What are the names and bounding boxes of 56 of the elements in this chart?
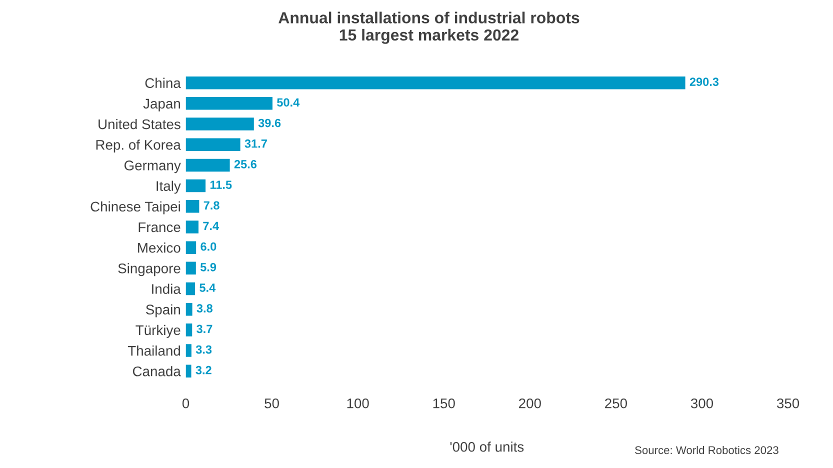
bar	[186, 179, 206, 192]
x-axis-title: '000 of units	[450, 442, 524, 452]
y-tick-label: Chinese Taipei	[90, 201, 180, 214]
y-tick-label: Germany	[124, 160, 181, 174]
bar	[186, 282, 196, 296]
y-tick-label: Japan	[143, 98, 180, 112]
x-tick-label: 0	[182, 398, 190, 408]
x-tick-label: 200	[519, 398, 541, 408]
y-tick-label: United States	[98, 118, 180, 130]
y-tick-label: Canada	[132, 366, 181, 376]
x-tick-label: 350	[776, 398, 800, 408]
data-label: 39.6	[258, 118, 281, 128]
data-label: 11.5	[210, 180, 232, 189]
bar	[186, 118, 254, 130]
y-tick-label: France	[138, 222, 180, 232]
data-label: 5.4	[200, 284, 216, 292]
x-tick-label: 250	[605, 398, 627, 408]
y-tick-label: Singapore	[118, 263, 180, 276]
data-label: 50.4	[277, 98, 300, 107]
data-label: 3.3	[196, 345, 212, 354]
bar	[186, 220, 198, 234]
chart-title: Annual installations of industrial robots 15 largest markets 2022	[278, 12, 580, 44]
data-label: 25.6	[234, 160, 257, 168]
y-tick-label: Thailand	[128, 346, 180, 356]
bar	[186, 324, 192, 336]
bar	[186, 158, 230, 172]
source-note: Source: World Robotics 2023	[635, 446, 778, 454]
x-tick-label: 50	[264, 398, 279, 408]
bar	[186, 262, 196, 275]
bar	[186, 97, 272, 110]
bar	[186, 364, 192, 378]
data-label: 6.0	[200, 242, 216, 251]
bar	[186, 302, 192, 316]
data-label: 290.3	[690, 78, 719, 86]
data-label: 31.7	[244, 139, 267, 148]
y-tick-label: Mexico	[138, 242, 180, 253]
data-label: 7.4	[203, 222, 220, 230]
bar	[186, 76, 686, 90]
data-label: 7.8	[204, 201, 220, 210]
bar	[186, 200, 200, 213]
data-label: 5.9	[200, 262, 216, 272]
data-label: 3.7	[196, 324, 212, 334]
bar	[186, 344, 192, 357]
y-tick-label: Spain	[146, 304, 180, 318]
y-tick-label: China	[145, 78, 181, 88]
x-tick-label: 150	[433, 398, 455, 408]
y-tick-label: Türkiye	[136, 324, 180, 338]
y-tick-label: Rep. of Korea	[96, 140, 181, 153]
data-label: 3.8	[196, 304, 213, 313]
bar	[186, 138, 240, 151]
bar	[186, 241, 196, 254]
data-label: 3.2	[196, 366, 212, 374]
y-tick-label: India	[152, 284, 181, 294]
x-tick-label: 300	[690, 398, 714, 408]
x-tick-label: 100	[347, 398, 369, 408]
y-tick-label: Italy	[156, 180, 181, 194]
